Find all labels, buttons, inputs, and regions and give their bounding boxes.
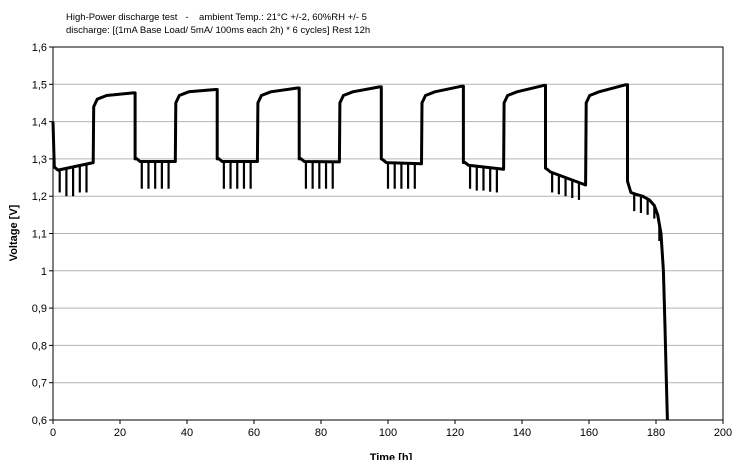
chart-subtitle: discharge: [(1mA Base Load/ 5mA/ 100ms e… — [66, 25, 371, 36]
y-tick-label: 1 — [41, 266, 47, 278]
x-tick-label: 200 — [714, 427, 732, 439]
x-tick-label: 20 — [114, 427, 126, 439]
y-tick-label: 1,6 — [32, 42, 47, 54]
grid — [53, 83, 723, 384]
chart-title-block: High-Power discharge test - ambient Temp… — [66, 11, 370, 37]
y-tick-label: 1,5 — [32, 79, 47, 91]
y-tick-label: 0,9 — [32, 303, 47, 315]
x-tick-label: 60 — [248, 427, 260, 439]
x-tick-label: 0 — [50, 427, 56, 439]
y-tick-label: 1,1 — [32, 229, 47, 241]
x-tick-label: 180 — [647, 427, 665, 439]
x-tick-label: 100 — [379, 427, 397, 439]
y-axis-label: Voltage [V] — [8, 204, 20, 261]
y-tick-label: 1,3 — [32, 154, 47, 166]
chart-title: High-Power discharge test - ambient Temp… — [66, 12, 367, 23]
y-tick-label: 0,7 — [32, 378, 47, 390]
y-axis-ticks: 0,6 0,7 0,8 0,9 1 1,1 1,2 1,3 1,4 1,5 1,6 — [32, 42, 53, 427]
y-tick-label: 1,2 — [32, 191, 47, 203]
voltage-series-line — [51, 83, 669, 421]
series-group — [51, 83, 669, 421]
y-tick-label: 0,8 — [32, 340, 47, 352]
y-tick-label: 1,4 — [32, 117, 47, 129]
x-tick-label: 120 — [446, 427, 464, 439]
x-tick-label: 40 — [181, 427, 193, 439]
x-tick-label: 80 — [315, 427, 327, 439]
x-tick-label: 140 — [513, 427, 531, 439]
x-tick-label: 160 — [580, 427, 598, 439]
x-axis-ticks: 0 20 40 60 80 100 120 140 160 180 200 — [50, 420, 732, 439]
y-tick-label: 0,6 — [32, 415, 47, 427]
x-axis-label: Time [h] — [370, 452, 413, 460]
